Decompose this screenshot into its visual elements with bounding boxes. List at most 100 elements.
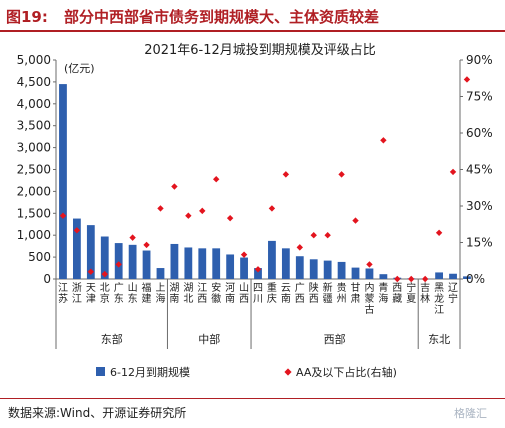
- bar: [379, 274, 388, 279]
- bar: [72, 218, 81, 279]
- dot: [421, 275, 429, 283]
- left-tick-label: 4,000: [17, 97, 51, 111]
- dot: [101, 270, 108, 278]
- dot: [310, 232, 317, 239]
- bar: [240, 257, 248, 279]
- source-note: 数据来源:Wind、开源证券研究所: [8, 406, 187, 420]
- category-label: 甘肃: [351, 281, 361, 305]
- dot: [268, 205, 276, 212]
- group-label: 东部: [101, 332, 123, 346]
- dot: [157, 205, 164, 212]
- left-tick-label: 2,500: [17, 163, 51, 177]
- header-rule: [0, 30, 505, 32]
- left-tick-label: 3,500: [17, 119, 51, 133]
- dot: [380, 137, 387, 144]
- bar: [100, 236, 109, 279]
- watermark: 格隆汇: [454, 407, 487, 420]
- left-tick-label: 1,500: [17, 206, 51, 220]
- dot: [282, 171, 290, 178]
- dot: [143, 241, 150, 249]
- category-label: 安徽: [211, 281, 221, 305]
- category-label: 天津: [86, 283, 96, 305]
- bar: [309, 259, 318, 279]
- dot: [338, 171, 345, 178]
- chart-title: 2021年6-12月城投到期规模及评级占比: [144, 42, 376, 58]
- bar: [156, 268, 165, 279]
- category-label: 青海: [378, 281, 388, 305]
- dot: [435, 229, 443, 236]
- bar: [449, 273, 457, 279]
- bar: [365, 268, 374, 279]
- bar: [226, 254, 235, 279]
- bar: [254, 268, 262, 279]
- category-label: 宁夏: [406, 281, 416, 305]
- bar: [86, 225, 95, 279]
- category-label: 湖南: [169, 282, 179, 305]
- dot: [324, 232, 331, 239]
- category-label: 福建: [142, 281, 152, 305]
- legend-bar-swatch: [96, 367, 105, 376]
- dot: [463, 76, 471, 83]
- category-label: 贵州: [337, 281, 347, 305]
- category-label: 广东: [114, 282, 124, 305]
- right-tick-label: 0%: [466, 272, 485, 286]
- bar: [463, 276, 471, 279]
- dot: [73, 227, 81, 234]
- category-label: 辽宁: [448, 282, 458, 305]
- figure-label: 图19:: [6, 8, 48, 26]
- legend-dot-label: AA及以下占比(右轴): [296, 365, 397, 379]
- left-tick-label: 5,000: [17, 53, 51, 67]
- dot: [213, 176, 220, 183]
- category-label: 湖北: [183, 282, 193, 305]
- bar: [337, 261, 346, 279]
- bar: [351, 267, 360, 279]
- left-y-axis: 0 500 1,000 1,500 2,000 2,500 3,000 3,500 4,000 4…: [17, 53, 56, 286]
- legend: 6-12月到期规模 AA及以下占比(右轴): [96, 365, 397, 379]
- left-tick-label: 4,500: [17, 75, 51, 89]
- category-label: 江苏: [58, 282, 68, 305]
- dot: [240, 251, 248, 258]
- category-label: 河南: [225, 282, 235, 305]
- right-tick-label: 30%: [466, 199, 493, 213]
- bar: [128, 244, 137, 279]
- right-tick-label: 15%: [466, 236, 493, 250]
- footer-rule: [0, 398, 505, 399]
- dot: [366, 261, 373, 268]
- bar: [184, 247, 193, 279]
- dot: [129, 234, 136, 241]
- group-label: 中部: [198, 332, 220, 346]
- category-label: 四川: [253, 283, 263, 305]
- category-label: 吉林: [420, 282, 430, 305]
- bar: [435, 272, 444, 279]
- dot-series: [59, 76, 471, 283]
- left-tick-label: 1,000: [17, 228, 51, 242]
- x-axis-groups: 东部 中部 西部 东北: [55, 279, 461, 349]
- dot: [87, 268, 95, 275]
- bar: [59, 84, 67, 279]
- category-label: 山西: [239, 282, 249, 305]
- dot: [185, 212, 192, 219]
- legend-dot-swatch: [284, 368, 292, 376]
- x-axis-categories: 江苏浙江天津北京广东山东福建上海湖南湖北江西安徽河南山西四川重庆云南广西陕西新疆…: [58, 281, 458, 316]
- category-label: 陕西: [309, 281, 319, 305]
- bar: [170, 243, 179, 279]
- bar: [281, 248, 290, 279]
- bar: [142, 250, 151, 279]
- right-tick-label: 45%: [466, 163, 493, 177]
- right-y-axis: 0% 15% 30% 45% 60% 75% 90%: [460, 53, 493, 286]
- chart-canvas: 2021年6-12月城投到期规模及评级占比 (亿元) 0 500 1,000 1,50…: [17, 42, 493, 379]
- right-tick-label: 90%: [466, 53, 493, 67]
- dot: [115, 261, 122, 268]
- left-tick-label: 0: [43, 272, 51, 286]
- category-label: 上海: [155, 282, 165, 305]
- right-tick-label: 60%: [466, 126, 493, 140]
- left-tick-label: 500: [28, 250, 51, 264]
- dot: [226, 214, 234, 222]
- left-tick-label: 2,000: [17, 184, 51, 198]
- bar: [114, 243, 123, 279]
- figure-header: 图19: 部分中西部省市债务到期规模大、主体资质较差: [0, 0, 505, 32]
- dot: [199, 207, 206, 215]
- right-tick-label: 75%: [466, 90, 493, 104]
- category-label: 黑龙江: [434, 282, 444, 316]
- category-label: 北京: [100, 282, 110, 305]
